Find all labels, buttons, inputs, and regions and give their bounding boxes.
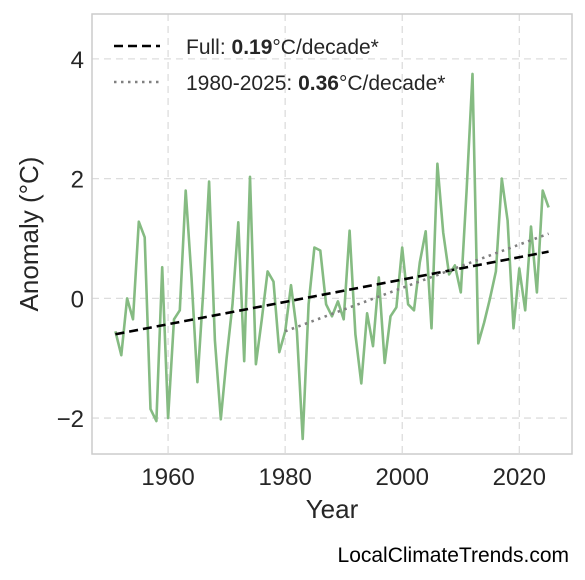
legend: Full: 0.19°C/decade* 1980-2025: 0.36°C/d… xyxy=(114,36,445,95)
trend-line-recent xyxy=(284,232,550,333)
legend-recent-rate: 0.36 xyxy=(298,72,339,95)
trend-layer xyxy=(115,232,550,336)
x-tick-label: 1980 xyxy=(258,464,311,491)
grid xyxy=(92,14,572,454)
plot-background xyxy=(92,14,572,454)
y-axis-title: Anomaly (°C) xyxy=(14,157,44,312)
x-axis-title: Year xyxy=(306,494,359,524)
legend-full-suffix: °C/decade* xyxy=(272,36,378,59)
legend-recent-suffix: °C/decade* xyxy=(339,72,445,95)
x-tick-label: 2000 xyxy=(376,464,429,491)
x-tick-labels: 1960 1980 2000 2020 xyxy=(141,464,546,491)
y-tick-label: 0 xyxy=(71,286,84,313)
site-credit: LocalClimateTrends.com xyxy=(337,544,569,567)
y-tick-label: −2 xyxy=(57,406,84,433)
legend-full-label: Full: 0.19°C/decade* xyxy=(186,36,379,59)
trend-line-full xyxy=(115,250,549,336)
y-tick-labels: 4 2 0 −2 xyxy=(57,47,84,433)
x-tick-label: 1960 xyxy=(141,464,194,491)
series-layer xyxy=(114,72,550,441)
axes-frame xyxy=(91,13,573,455)
y-tick-label: 4 xyxy=(71,47,84,74)
legend-full-rate: 0.19 xyxy=(232,36,273,59)
anomaly-series-line xyxy=(114,72,550,441)
x-tick-label: 2020 xyxy=(493,464,546,491)
legend-full-prefix: Full: xyxy=(186,36,232,59)
legend-recent-label: 1980-2025: 0.36°C/decade* xyxy=(186,72,445,95)
legend-recent-prefix: 1980-2025: xyxy=(186,72,298,95)
y-tick-label: 2 xyxy=(71,167,84,194)
